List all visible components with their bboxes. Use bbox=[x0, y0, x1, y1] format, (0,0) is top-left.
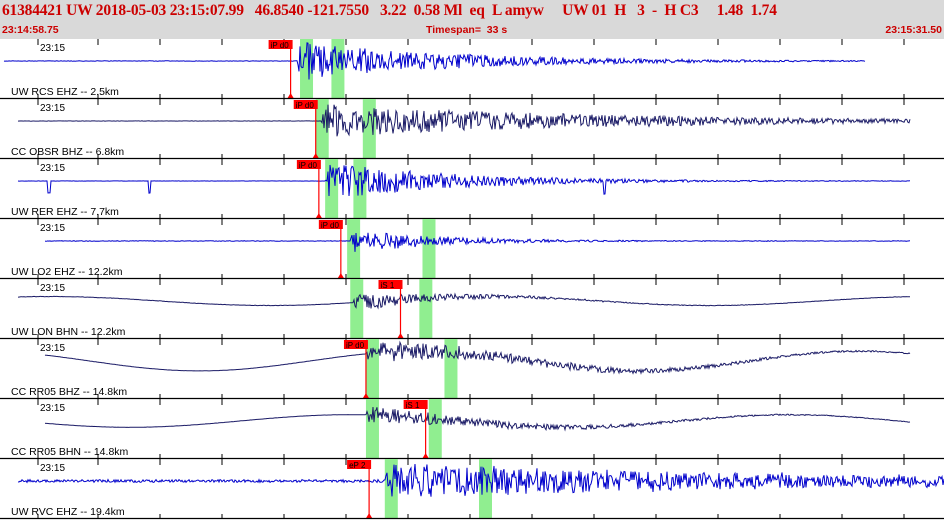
pick-arrow-icon bbox=[422, 453, 429, 458]
phase-pick-marker[interactable]: iP d0 bbox=[296, 160, 322, 218]
time-ticks bbox=[37, 99, 905, 159]
waveform-trace bbox=[44, 232, 911, 252]
pick-label-box bbox=[343, 340, 368, 349]
end-time: 23:15:31.50 bbox=[885, 24, 942, 36]
timespan-label: Timespan= 33 s bbox=[426, 24, 508, 36]
pick-label: iS 1 bbox=[406, 401, 420, 410]
pick-label-box bbox=[318, 220, 343, 229]
waveform-trace bbox=[44, 340, 911, 375]
pick-window bbox=[365, 399, 442, 459]
pick-label: iP d0 bbox=[321, 221, 340, 230]
waveform-trace bbox=[17, 104, 911, 137]
trace-panel[interactable]: iS 1 23:15 UW LON BHN -- 12.2km bbox=[0, 279, 944, 340]
pick-arrow-icon bbox=[315, 213, 322, 218]
time-tick-label: 23:15 bbox=[40, 403, 65, 414]
time-ticks bbox=[37, 399, 905, 459]
pick-label-box bbox=[378, 280, 403, 289]
start-time: 23:14:58.75 bbox=[2, 24, 59, 36]
station-label: CC RR05 BHN -- 14.8km bbox=[11, 446, 129, 458]
pick-label-box bbox=[347, 460, 372, 469]
trace-panel[interactable]: iP d0 23:15 UW RCS EHZ -- 2.5km bbox=[0, 39, 944, 100]
time-tick-label: 23:15 bbox=[40, 223, 65, 234]
pick-window-band bbox=[428, 399, 442, 459]
station-label: CC OBSR BHZ -- 6.8km bbox=[11, 146, 124, 158]
time-tick-label: 23:15 bbox=[40, 283, 65, 294]
pick-window-band bbox=[347, 219, 361, 279]
station-label: CC RR05 BHZ -- 14.8km bbox=[11, 386, 127, 398]
pick-label-box bbox=[268, 40, 293, 49]
pick-window-band bbox=[362, 99, 376, 159]
waveform-trace bbox=[17, 463, 944, 497]
pick-label: iP d0 bbox=[299, 161, 318, 170]
pick-window-band bbox=[479, 459, 492, 519]
time-ticks bbox=[37, 39, 905, 99]
phase-pick-marker[interactable]: iP d0 bbox=[318, 220, 344, 278]
phase-pick-marker[interactable]: iP d0 bbox=[268, 40, 294, 98]
time-ticks bbox=[37, 159, 905, 219]
time-ticks bbox=[37, 279, 905, 339]
time-ticks bbox=[37, 339, 905, 399]
pick-label-box bbox=[296, 160, 321, 169]
station-label: UW RCS EHZ -- 2.5km bbox=[11, 86, 119, 98]
pick-arrow-icon bbox=[312, 153, 319, 158]
pick-window-band bbox=[325, 159, 339, 219]
pick-window-band bbox=[353, 159, 367, 219]
trace-panel[interactable]: iP d0 23:15 CC OBSR BHZ -- 6.8km bbox=[0, 99, 944, 160]
phase-pick-marker[interactable]: iP d0 bbox=[343, 340, 369, 398]
waveform-trace bbox=[3, 42, 866, 80]
phase-pick-marker[interactable]: iS 1 bbox=[403, 400, 429, 458]
phase-pick-marker[interactable]: iP d0 bbox=[293, 100, 319, 158]
pick-label-box bbox=[293, 100, 318, 109]
time-tick-label: 23:15 bbox=[40, 43, 65, 54]
trace-panel[interactable]: iS 1 23:15 CC RR05 BHN -- 14.8km bbox=[0, 399, 944, 460]
time-tick-label: 23:15 bbox=[40, 163, 65, 174]
trace-panel[interactable]: iP d0 23:15 CC RR05 BHZ -- 14.8km bbox=[0, 339, 944, 400]
phase-pick-marker[interactable]: eP 2 bbox=[347, 460, 373, 518]
event-title: 61384421 UW 2018-05-03 23:15:07.99 46.85… bbox=[2, 2, 777, 19]
waveform-canvas[interactable]: iP d0 23:15 UW RCS EHZ -- 2.5km iP d0 23:15 C… bbox=[0, 39, 944, 520]
pick-label: iS 1 bbox=[381, 281, 395, 290]
pick-window-band bbox=[419, 279, 433, 339]
time-tick-label: 23:15 bbox=[40, 343, 65, 354]
pick-arrow-icon bbox=[337, 273, 344, 278]
pick-arrow-icon bbox=[397, 333, 404, 338]
phase-pick-marker[interactable]: iS 1 bbox=[378, 280, 404, 338]
trace-panel[interactable]: eP 2 23:15 UW RVC EHZ -- 19.4km bbox=[0, 459, 944, 520]
pick-window bbox=[347, 219, 436, 279]
trace-panel[interactable]: iP d0 23:15 UW RER EHZ -- 7.7km bbox=[0, 159, 944, 220]
time-ticks bbox=[37, 219, 905, 279]
trace-panel[interactable]: iP d0 23:15 UW LO2 EHZ -- 12.2km bbox=[0, 219, 944, 280]
station-label: UW RER EHZ -- 7.7km bbox=[11, 206, 119, 218]
pick-arrow-icon bbox=[366, 513, 373, 518]
event-header: 61384421 UW 2018-05-03 23:15:07.99 46.85… bbox=[0, 0, 944, 39]
station-label: UW LO2 EHZ -- 12.2km bbox=[11, 266, 123, 278]
waveform-trace bbox=[17, 164, 911, 197]
pick-label: iP d0 bbox=[271, 41, 290, 50]
pick-label: eP 2 bbox=[349, 461, 366, 470]
pick-window-band bbox=[422, 219, 436, 279]
time-ticks bbox=[37, 459, 905, 519]
pick-label: iP d0 bbox=[296, 101, 315, 110]
waveform-trace bbox=[44, 406, 911, 432]
time-tick-label: 23:15 bbox=[40, 103, 65, 114]
pick-label: iP d0 bbox=[346, 341, 365, 350]
pick-arrow-icon bbox=[362, 393, 369, 398]
time-tick-label: 23:15 bbox=[40, 463, 65, 474]
seismogram-panels[interactable]: iP d0 23:15 UW RCS EHZ -- 2.5km iP d0 23:15 C… bbox=[0, 39, 944, 520]
pick-window-band bbox=[365, 399, 379, 459]
pick-window-band bbox=[350, 279, 364, 339]
waveform-trace bbox=[18, 292, 911, 310]
station-label: UW RVC EHZ -- 19.4km bbox=[11, 506, 125, 518]
station-label: UW LON BHN -- 12.2km bbox=[11, 326, 126, 338]
pick-arrow-icon bbox=[287, 93, 294, 98]
pick-label-box bbox=[403, 400, 428, 409]
